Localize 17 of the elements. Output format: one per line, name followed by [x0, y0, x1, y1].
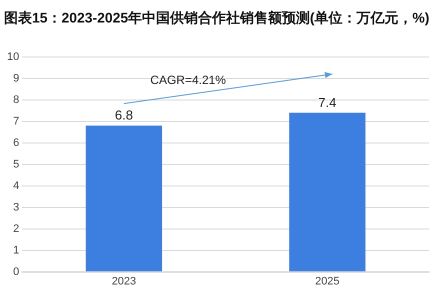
y-tick-label: 9: [13, 72, 20, 84]
data-label: 6.8: [114, 108, 133, 123]
y-tick-label: 3: [13, 201, 20, 214]
x-tick-label: 2023: [112, 275, 136, 288]
y-tick-label: 7: [13, 115, 20, 128]
y-tick-label: 10: [6, 50, 20, 63]
y-tick-label: 2: [13, 222, 20, 235]
y-tick-label: 0: [13, 266, 20, 278]
data-label: 7.4: [318, 94, 336, 110]
chart-title: 图表15：2023-2025年中国供销合作社销售额预测(单位：万亿元，%): [4, 9, 430, 26]
y-tick-label: 8: [13, 94, 20, 106]
y-tick-label: 6: [13, 136, 20, 149]
annotation: CAGR=4.21%: [150, 73, 226, 88]
y-tick-label: 4: [13, 180, 20, 192]
x-tick-label: 2025: [315, 275, 340, 288]
y-tick-label: 1: [13, 244, 20, 256]
y-tick-label: 5: [13, 158, 20, 170]
